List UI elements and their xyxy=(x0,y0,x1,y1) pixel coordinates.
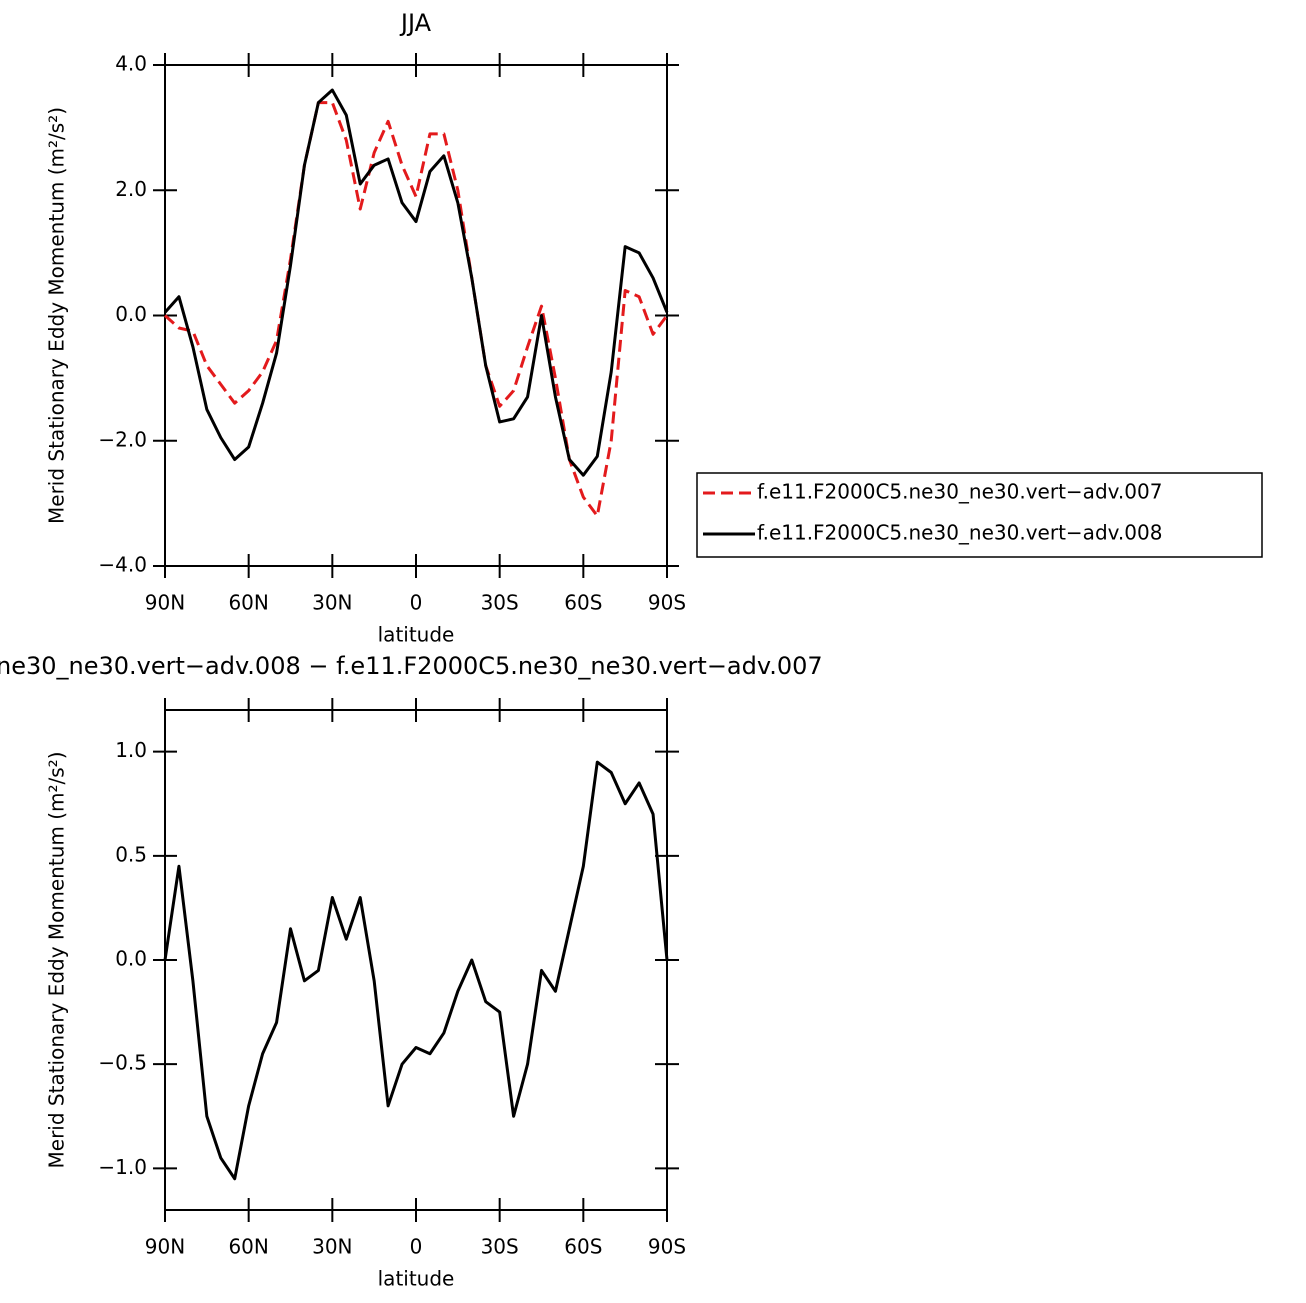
y-tick-label: 4.0 xyxy=(115,52,147,76)
y-tick-label: −4.0 xyxy=(98,553,147,577)
chart-title: JJA xyxy=(399,9,432,37)
x-tick-label: 60N xyxy=(228,591,268,615)
plot-frame xyxy=(164,709,668,1211)
data-line xyxy=(163,101,669,518)
y-tick-label: −2.0 xyxy=(98,427,147,451)
data-line xyxy=(163,88,669,477)
y-tick-label: 0.0 xyxy=(115,302,147,326)
x-tick-label: 90N xyxy=(145,591,185,615)
legend-label: f.e11.F2000C5.ne30_ne30.vert−adv.007 xyxy=(757,480,1162,504)
y-axis-label: Merid Stationary Eddy Momentum (m²/s²) xyxy=(45,752,69,1169)
x-tick-label: 30S xyxy=(481,591,519,615)
x-tick-label: 60N xyxy=(228,1235,268,1259)
data-line xyxy=(163,760,669,1181)
y-tick-label: 0.5 xyxy=(115,842,147,866)
plot-frame xyxy=(164,64,668,567)
x-axis-label: latitude xyxy=(378,623,455,647)
x-tick-label: 30N xyxy=(312,591,352,615)
y-tick-label: 2.0 xyxy=(115,177,147,201)
y-tick-label: −1.0 xyxy=(98,1155,147,1179)
x-tick-label: 90S xyxy=(648,1235,686,1259)
x-tick-label: 90S xyxy=(648,591,686,615)
y-axis-label: Merid Stationary Eddy Momentum (m²/s²) xyxy=(45,107,69,524)
x-tick-label: 30N xyxy=(312,1235,352,1259)
x-tick-label: 60S xyxy=(564,591,602,615)
y-tick-label: −0.5 xyxy=(98,1051,147,1075)
y-tick-label: 0.0 xyxy=(115,947,147,971)
x-tick-label: 90N xyxy=(145,1235,185,1259)
x-tick-label: 0 xyxy=(410,591,423,615)
x-tick-label: 60S xyxy=(564,1235,602,1259)
y-tick-label: 1.0 xyxy=(115,738,147,762)
chart-title: ne30_ne30.vert−adv.008 − f.e11.F2000C5.n… xyxy=(0,652,823,680)
legend-box xyxy=(696,472,1263,558)
x-axis-label: latitude xyxy=(378,1267,455,1291)
legend-label: f.e11.F2000C5.ne30_ne30.vert−adv.008 xyxy=(757,521,1162,545)
x-tick-label: 30S xyxy=(481,1235,519,1259)
x-tick-label: 0 xyxy=(410,1235,423,1259)
